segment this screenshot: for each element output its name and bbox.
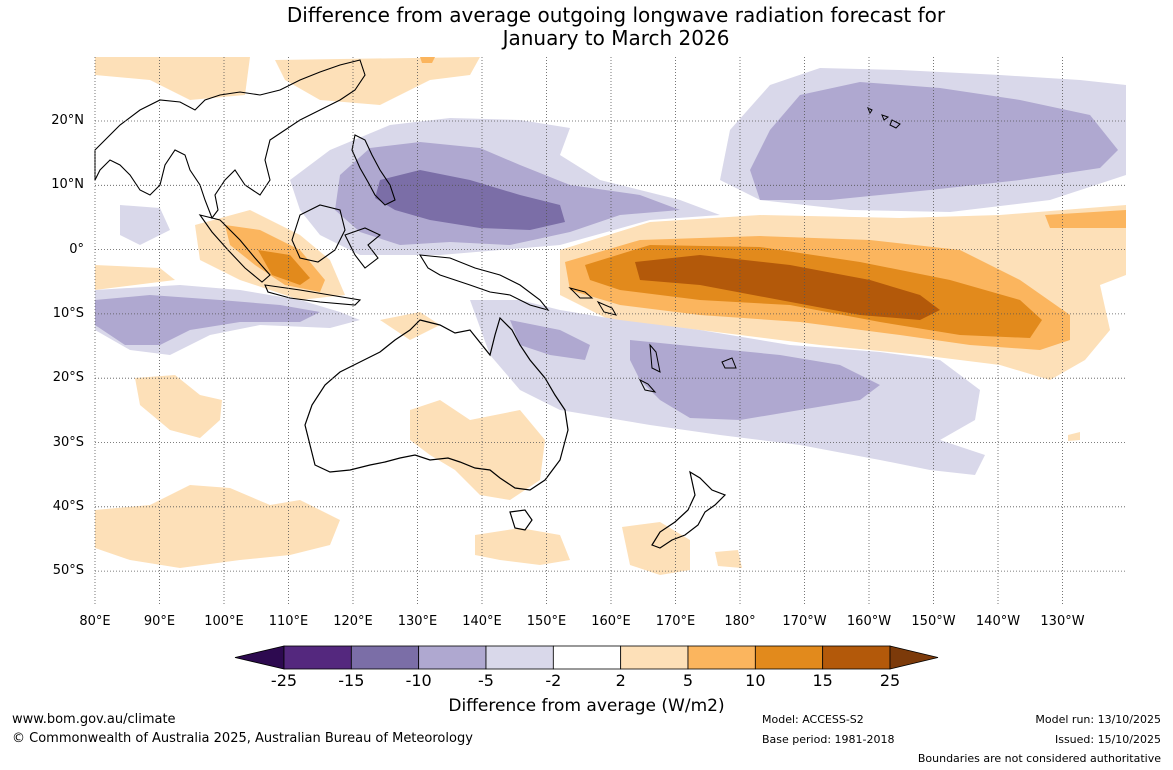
longitude-label: 120°E xyxy=(333,614,373,629)
longitude-label: 100°E xyxy=(204,614,244,629)
latitude-label: 40°S xyxy=(52,498,84,514)
new-guinea-outline xyxy=(418,254,550,311)
positive-anomaly-strongest xyxy=(635,255,940,320)
philippines-outline xyxy=(351,134,396,206)
sulawesi-outline xyxy=(344,227,382,269)
longitude-label: 150°W xyxy=(911,614,956,629)
tasmania-outline xyxy=(509,509,533,531)
longitude-label: 170°W xyxy=(782,614,827,629)
copyright: © Commonwealth of Australia 2025, Austra… xyxy=(12,731,473,746)
colorbar-tick-label: 5 xyxy=(682,671,694,690)
colorbar-swatch xyxy=(283,645,352,670)
asia-mainland-outline xyxy=(94,59,366,220)
colorbar-tick-label: -10 xyxy=(405,671,432,690)
colorbar-tick-label: -5 xyxy=(478,671,494,690)
longitude-label: 110°E xyxy=(268,614,309,629)
colorbar-swatch xyxy=(552,645,622,670)
longitude-label: 150°E xyxy=(526,614,567,629)
solomon-islands-outline xyxy=(568,287,618,316)
longitude-label: 80°E xyxy=(79,614,111,629)
latitude-label: 30°S xyxy=(52,434,84,450)
colorbar-swatch xyxy=(822,645,891,670)
colorbar-tick-label: 10 xyxy=(745,671,766,690)
vanuatu-fiji-outline xyxy=(638,343,737,393)
website-link[interactable]: www.bom.gov.au/climate xyxy=(12,712,176,727)
longitude-label: 160°E xyxy=(591,614,631,629)
colorbar-swatch xyxy=(687,645,756,670)
colorbar-tick-label: -25 xyxy=(270,671,298,690)
model-name: Model: ACCESS-S2 xyxy=(762,713,864,726)
map-area xyxy=(95,57,1126,575)
colorbar-tick-label: -15 xyxy=(338,671,365,690)
base-period: Base period: 1981-2018 xyxy=(762,733,895,746)
graticule xyxy=(94,57,1126,606)
colorbar-swatch xyxy=(350,645,420,670)
colorbar-tick-label: 2 xyxy=(615,671,626,690)
issued-date: Issued: 15/10/2025 xyxy=(1054,733,1161,746)
colorbar-label: Difference from average (W/m2) xyxy=(448,696,725,716)
colorbar xyxy=(234,645,939,670)
hawaii-outline xyxy=(867,106,901,129)
colorbar-tick-label: -2 xyxy=(545,671,562,690)
colorbar-swatch xyxy=(620,645,689,670)
chart-title: Difference from average outgoing longwav… xyxy=(0,4,1173,50)
colorbar-max-arrow xyxy=(889,645,939,670)
colorbar-tick-label: 15 xyxy=(812,671,833,690)
latitude-label: 20°S xyxy=(52,370,84,386)
disclaimer: Boundaries are not considered authoritat… xyxy=(917,752,1161,765)
longitude-label: 140°E xyxy=(462,614,502,629)
longitude-label: 170°E xyxy=(655,614,696,629)
longitude-label: 160°W xyxy=(846,614,892,629)
longitude-label: 130°E xyxy=(397,614,438,629)
colorbar-min-arrow xyxy=(234,645,285,670)
latitude-label: 0° xyxy=(69,241,84,257)
latitude-label: 10°S xyxy=(52,305,84,321)
java-outline xyxy=(264,284,362,306)
longitude-label: 140°W xyxy=(975,614,1021,629)
longitude-label: 90°E xyxy=(143,614,176,629)
colorbar-tick-label: 25 xyxy=(879,671,901,690)
title-line-1: Difference from average outgoing longwav… xyxy=(286,3,946,27)
latitude-label: 50°S xyxy=(52,563,84,579)
colorbar-swatch xyxy=(754,645,824,670)
title-line-2: January to March 2026 xyxy=(502,26,730,50)
colorbar-swatch xyxy=(418,645,487,670)
australia-outline xyxy=(304,316,569,491)
longitude-label: 180° xyxy=(724,614,756,629)
latitude-label: 10°N xyxy=(51,177,84,193)
new-zealand-outline xyxy=(651,470,727,549)
colorbar-swatch xyxy=(485,645,554,670)
latitude-label: 20°N xyxy=(51,113,84,128)
sumatra-outline xyxy=(198,214,271,283)
model-run-date: Model run: 13/10/2025 xyxy=(1035,713,1161,726)
longitude-label: 130°W xyxy=(1040,614,1085,629)
